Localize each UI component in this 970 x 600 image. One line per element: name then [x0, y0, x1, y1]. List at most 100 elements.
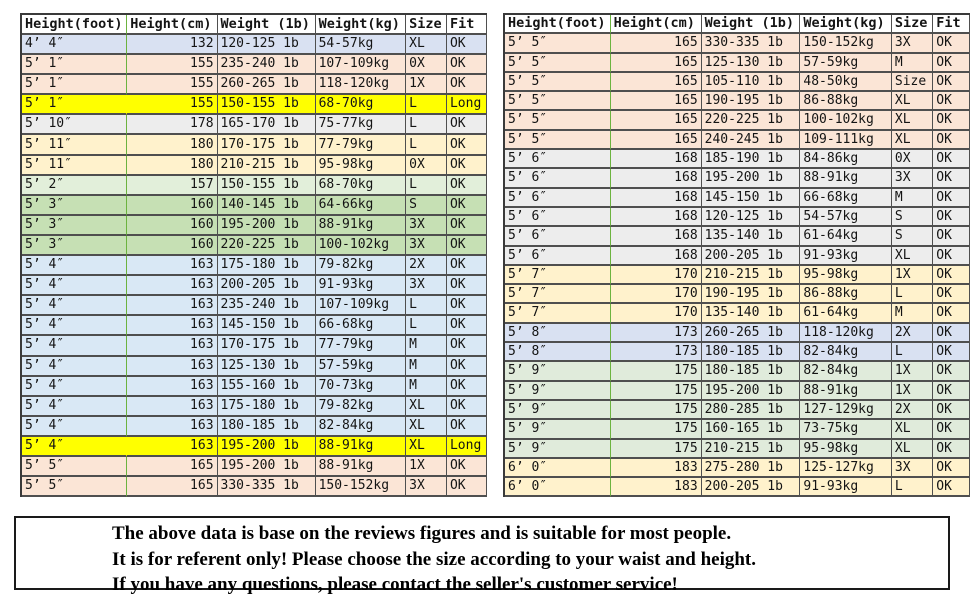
cell-fit: OK [933, 188, 970, 208]
cell-weight-kg: 95-98kg [315, 155, 407, 176]
cell-size: S [891, 207, 934, 228]
cell-weight-kg: 82-84kg [800, 343, 892, 363]
cell-height-cm: 163 [127, 256, 218, 277]
size-chart-table-left: Height(foot) Height(cm) Weight (1b) Weight(… [20, 13, 487, 498]
cell-weight-kg: 95-98kg [800, 439, 892, 459]
cell-size: 1X [891, 381, 934, 401]
cell-weight-lb: 185-190 1b [701, 150, 801, 170]
table-row: 5’ 2″ 157 150-155 1b 68-70kg L OK [22, 175, 487, 196]
cell-height-foot: 5’ 5″ [22, 456, 128, 478]
cell-weight-lb: 200-205 1b [217, 276, 316, 297]
cell-fit: OK [933, 246, 970, 266]
cell-weight-kg: 86-88kg [800, 92, 892, 112]
cell-fit: Long [446, 95, 487, 116]
cell-size: 3X [406, 276, 447, 297]
cell-height-cm: 165 [610, 53, 702, 73]
cell-height-cm: 163 [127, 276, 218, 297]
cell-height-cm: 175 [610, 420, 702, 440]
cell-height-foot: 5’ 1″ [22, 55, 128, 76]
cell-height-cm: 132 [127, 35, 218, 56]
table-row: 5’ 4″ 163 235-240 1b 107-109kg L OK [22, 296, 487, 317]
cell-fit: OK [933, 381, 970, 401]
cell-weight-lb: 160-165 1b [701, 420, 801, 440]
cell-weight-kg: 54-57kg [315, 35, 407, 56]
table-row: 6’ 0″ 183 275-280 1b 125-127kg 3X OK [505, 458, 970, 479]
cell-height-cm: 163 [127, 356, 218, 377]
table-row: 6’ 0″ 183 200-205 1b 91-93kg L OK [505, 478, 970, 498]
cell-weight-lb: 125-130 1b [217, 356, 316, 377]
cell-weight-kg: 48-50kg [800, 72, 892, 93]
cell-size: Size [891, 72, 934, 93]
table-row: 5’ 9″ 175 180-185 1b 82-84kg 1X OK [505, 362, 970, 382]
cell-size: 2X [406, 256, 447, 277]
table-row: 5’ 8″ 173 180-185 1b 82-84kg L OK [505, 343, 970, 363]
cell-weight-lb: 135-140 1b [701, 304, 801, 324]
cell-height-foot: 5’ 4″ [22, 416, 128, 437]
cell-size: 3X [891, 458, 934, 479]
column-header-height-foot: Height(foot) [505, 15, 611, 35]
column-header-height-cm: Height(cm) [127, 15, 218, 35]
cell-height-cm: 165 [127, 477, 218, 498]
cell-weight-lb: 150-155 1b [217, 95, 316, 116]
cell-weight-lb: 165-170 1b [217, 115, 316, 136]
column-header-height-cm: Height(cm) [610, 15, 702, 35]
cell-fit: OK [446, 55, 487, 76]
table-row: 5’ 4″ 163 170-175 1b 77-79kg M OK [22, 336, 487, 357]
cell-size: XL [891, 420, 934, 440]
table-row: 5’ 6″ 168 200-205 1b 91-93kg XL OK [505, 246, 970, 266]
cell-weight-lb: 260-265 1b [217, 75, 316, 96]
cell-height-foot: 5’ 3″ [22, 195, 128, 216]
table-row: 5’ 4″ 163 175-180 1b 79-82kg XL OK [22, 396, 487, 417]
cell-weight-lb: 120-125 1b [701, 207, 801, 228]
table-row: 5’ 8″ 173 260-265 1b 118-120kg 2X OK [505, 323, 970, 344]
cell-weight-kg: 107-109kg [315, 296, 407, 317]
cell-weight-lb: 150-155 1b [217, 175, 316, 196]
header-row: Height(foot) Height(cm) Weight (1b) Weight(… [505, 15, 970, 35]
cell-height-cm: 183 [610, 458, 702, 479]
cell-height-cm: 165 [610, 111, 702, 131]
cell-height-cm: 165 [610, 130, 702, 151]
cell-fit: OK [446, 215, 487, 236]
cell-height-cm: 160 [127, 215, 218, 236]
table-row: 5’ 6″ 168 185-190 1b 84-86kg 0X OK [505, 150, 970, 170]
table-row: 5’ 4″ 163 195-200 1b 88-91kg XL Long [22, 436, 487, 457]
cell-weight-lb: 200-205 1b [701, 246, 801, 266]
cell-weight-kg: 82-84kg [800, 362, 892, 382]
table-row: 5’ 6″ 168 120-125 1b 54-57kg S OK [505, 207, 970, 228]
table-row: 5’ 4″ 163 125-130 1b 57-59kg M OK [22, 356, 487, 377]
cell-height-cm: 168 [610, 169, 702, 189]
cell-weight-kg: 66-68kg [800, 188, 892, 208]
cell-height-foot: 5’ 9″ [505, 381, 611, 401]
cell-size: 0X [891, 150, 934, 170]
cell-height-foot: 5’ 1″ [22, 95, 128, 116]
cell-height-foot: 5’ 3″ [22, 215, 128, 236]
cell-weight-kg: 61-64kg [800, 227, 892, 247]
table-row: 5’ 11″ 180 170-175 1b 77-79kg L OK [22, 135, 487, 156]
cell-fit: OK [446, 195, 487, 216]
cell-size: S [891, 227, 934, 247]
cell-height-cm: 180 [127, 135, 218, 156]
cell-weight-lb: 280-285 1b [701, 400, 801, 421]
cell-height-cm: 163 [127, 336, 218, 357]
cell-weight-lb: 170-175 1b [217, 336, 316, 357]
cell-size: M [406, 356, 447, 377]
cell-size: XL [891, 130, 934, 151]
cell-height-foot: 5’ 5″ [505, 34, 611, 54]
size-chart-tables: Height(foot) Height(cm) Weight (1b) Weight(… [20, 13, 970, 498]
cell-fit: OK [933, 265, 970, 286]
cell-fit: OK [933, 400, 970, 421]
cell-height-foot: 5’ 6″ [505, 227, 611, 247]
table-row: 5’ 5″ 165 330-335 1b 150-152kg 3X OK [22, 477, 487, 498]
cell-size: XL [891, 111, 934, 131]
table-row: 5’ 1″ 155 260-265 1b 118-120kg 1X OK [22, 75, 487, 96]
cell-weight-kg: 118-120kg [315, 75, 407, 96]
table-row: 5’ 6″ 168 145-150 1b 66-68kg M OK [505, 188, 970, 208]
cell-weight-kg: 107-109kg [315, 55, 407, 76]
cell-fit: OK [446, 256, 487, 277]
cell-height-cm: 155 [127, 95, 218, 116]
cell-fit: OK [446, 75, 487, 96]
cell-height-foot: 5’ 3″ [22, 235, 128, 257]
cell-height-foot: 5’ 5″ [505, 111, 611, 131]
cell-size: M [406, 376, 447, 397]
cell-weight-lb: 195-200 1b [217, 215, 316, 236]
